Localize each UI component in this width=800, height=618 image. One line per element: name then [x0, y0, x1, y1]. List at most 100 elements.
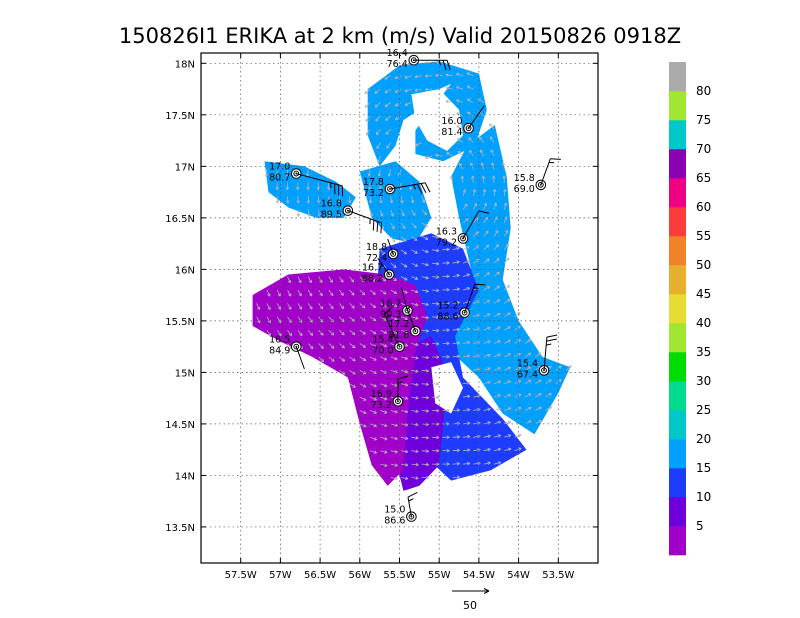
wind-barb-full: [478, 210, 490, 214]
wind-vector: [411, 383, 419, 386]
wind-vector-head: [384, 76, 388, 80]
wind-vector: [462, 341, 470, 344]
colorbar-label: 5: [696, 519, 704, 533]
wind-vector: [359, 276, 365, 283]
wind-vector: [432, 249, 440, 252]
wind-vector: [390, 477, 398, 480]
wind-vector-head: [267, 306, 271, 310]
wind-vector: [504, 394, 511, 398]
wind-vector-head: [296, 200, 300, 204]
wind-vector-head: [491, 162, 495, 166]
wind-vector: [390, 236, 396, 243]
wind-vector: [365, 128, 371, 136]
wind-vector: [297, 329, 303, 336]
wind-vector-head: [350, 279, 355, 283]
wind-barb-shaft: [468, 105, 485, 129]
station-label-top: 15.0: [384, 505, 405, 516]
wind-vector: [514, 407, 522, 411]
station-label-top: 17.2: [388, 319, 409, 330]
wind-vector: [276, 316, 282, 323]
observation-station: 16.973.2: [371, 375, 409, 411]
wind-vector: [380, 396, 388, 400]
wind-vector: [256, 316, 261, 324]
wind-vector: [401, 396, 408, 400]
wind-vector-head: [487, 407, 491, 412]
wind-vector: [411, 356, 419, 359]
wind-vector: [493, 230, 499, 237]
wind-vector-head: [404, 102, 409, 106]
wind-vector: [376, 142, 381, 149]
wind-vector-head: [421, 199, 426, 204]
wind-vector: [446, 152, 453, 157]
wind-vector: [297, 276, 302, 284]
wind-vector: [503, 202, 507, 210]
wind-vector: [452, 261, 460, 264]
wind-vector-head: [394, 89, 398, 93]
wind-vector: [462, 246, 470, 251]
wind-vector-head: [415, 143, 419, 147]
wind-vector-head: [479, 136, 483, 141]
wind-vector-head: [436, 449, 440, 453]
wind-vector: [493, 299, 501, 304]
wind-vector-head: [267, 319, 271, 324]
wind-vector: [307, 289, 313, 297]
wind-vector: [545, 392, 552, 398]
wind-vector-head: [410, 200, 415, 204]
wind-vector-head: [482, 189, 487, 193]
wind-vector-head: [306, 186, 310, 190]
wind-vector: [459, 163, 464, 170]
wind-vector-head: [404, 290, 408, 294]
wind-vector-head: [487, 313, 491, 317]
wind-vector: [452, 315, 460, 318]
wind-vector-head: [435, 73, 439, 78]
wind-vector: [545, 406, 552, 411]
wind-vector-head: [466, 327, 471, 331]
wind-vector-head: [330, 292, 334, 297]
wind-vector: [369, 343, 377, 348]
wind-vector: [462, 422, 471, 425]
wind-vector: [514, 380, 522, 385]
wind-vector-head: [480, 162, 485, 166]
wind-vector-head: [257, 319, 261, 324]
wind-vector: [466, 72, 474, 77]
wind-vector-head: [456, 341, 460, 345]
colorbar-swatch: [669, 497, 686, 527]
observation-station: 16.788.2: [362, 258, 395, 285]
wind-vector-head: [402, 225, 406, 230]
wind-vector: [328, 303, 334, 310]
station-ring-inner: [386, 271, 393, 278]
wind-vector-head: [517, 353, 522, 357]
colorbar-swatch: [669, 236, 686, 266]
wind-vector-head: [373, 383, 377, 388]
colorbar-swatch: [669, 265, 686, 295]
reference-vector: 50: [452, 588, 490, 612]
wind-vector-head: [394, 317, 398, 321]
wind-vector-head: [457, 150, 462, 155]
wind-vector: [338, 276, 344, 283]
wind-vector: [369, 289, 376, 295]
wind-vector: [555, 379, 562, 385]
wind-vector: [411, 196, 414, 204]
wind-vector-head: [486, 299, 491, 303]
wind-vector-head: [373, 357, 377, 361]
wind-vector-head: [414, 88, 418, 92]
station-label-bottom: 90.3: [380, 310, 401, 321]
wind-vector-head: [436, 355, 440, 359]
wind-vector: [318, 209, 320, 217]
wind-speed-field: [252, 61, 571, 491]
wind-vector: [364, 88, 371, 95]
wind-vector-head: [456, 354, 460, 359]
wind-vector: [328, 209, 331, 217]
wind-vector: [504, 407, 512, 411]
station-ring-inner: [461, 309, 468, 316]
wind-vector: [421, 262, 429, 266]
wind-vector-head: [394, 103, 399, 107]
wind-vector-head: [456, 138, 461, 142]
wind-vector: [400, 249, 407, 255]
colorbar-label: 20: [696, 432, 711, 446]
wind-vector-head: [308, 279, 312, 284]
wind-vector-head: [466, 246, 470, 250]
wind-vector: [411, 463, 419, 466]
wind-vector: [462, 462, 471, 465]
